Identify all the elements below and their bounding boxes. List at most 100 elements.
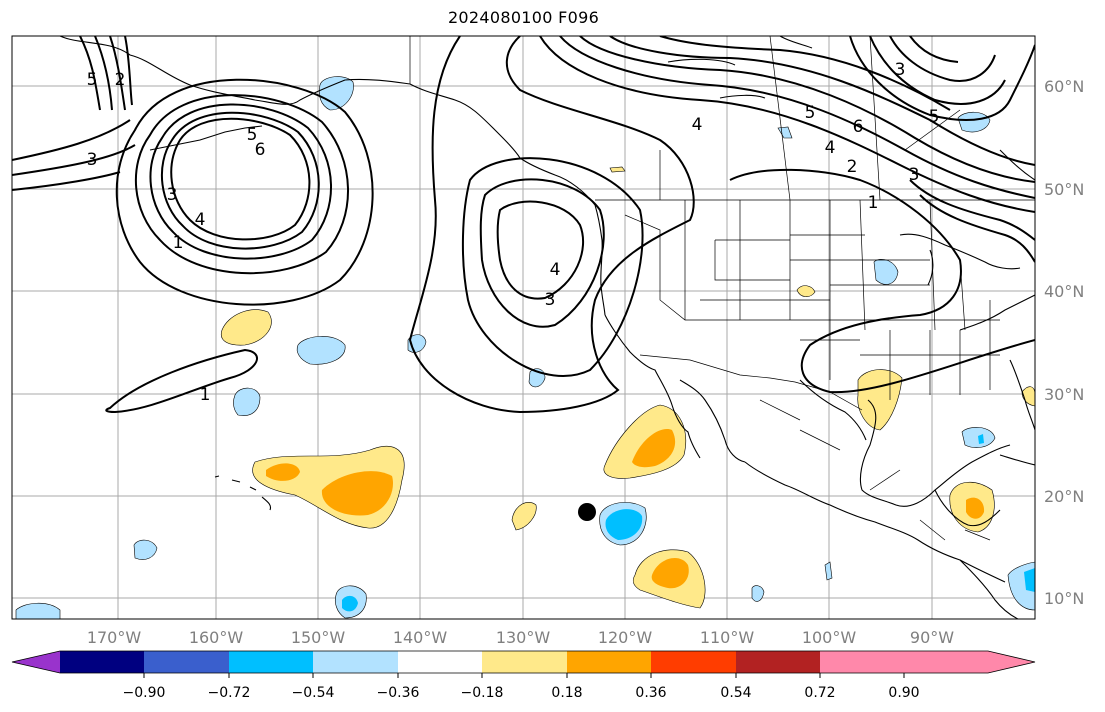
lon-label-110: 110°W <box>700 628 755 647</box>
contour-label: 2 <box>847 157 858 177</box>
anomaly-patch <box>966 497 985 519</box>
anomaly-patch <box>1021 386 1035 407</box>
border-canada-provinces <box>659 36 961 201</box>
contour-label: 3 <box>87 150 98 170</box>
contour-line <box>609 36 1035 166</box>
contour-label: 2 <box>115 70 126 90</box>
contour-line <box>889 36 996 82</box>
contour-label: 4 <box>825 138 836 158</box>
lon-label-170: 170°W <box>87 628 142 647</box>
contour-label: 5 <box>805 103 816 123</box>
contour-line <box>919 194 1035 263</box>
contour-line <box>134 94 349 275</box>
colorbar: −0.90 −0.72 −0.54 −0.36 −0.18 0.18 0.36 … <box>11 650 1036 701</box>
anomaly-patch <box>233 387 261 416</box>
colorbar-labels: −0.90 −0.72 −0.54 −0.36 −0.18 0.18 0.36 … <box>123 685 920 701</box>
anomaly-patch <box>957 111 991 133</box>
canada-coast-ne <box>999 149 1035 181</box>
anomaly-patch <box>319 76 354 111</box>
contour-line <box>729 168 1035 394</box>
contour-label: 3 <box>545 290 556 310</box>
contour-line <box>160 111 320 250</box>
colorbar-segment <box>736 651 820 673</box>
colorbar-segment <box>651 651 736 673</box>
colorbar-label: −0.54 <box>292 685 335 701</box>
anomaly-patch <box>266 463 300 481</box>
colorbar-label: −0.72 <box>208 685 251 701</box>
colorbar-label: −0.18 <box>461 685 504 701</box>
coastline-gulf <box>859 399 1011 507</box>
colorbar-segment <box>229 651 313 673</box>
lon-label-150: 150°W <box>291 628 346 647</box>
contour-label: 3 <box>909 165 920 185</box>
contour-line <box>105 348 258 414</box>
contour-line <box>869 36 1006 105</box>
colorbar-segment <box>144 651 229 673</box>
canada-lake <box>667 58 736 66</box>
contour-line <box>149 103 332 260</box>
colorbar-label: −0.36 <box>377 685 420 701</box>
coastline-aleutians <box>149 125 263 151</box>
anomaly-patch <box>511 501 537 531</box>
land-outlines <box>59 36 1035 619</box>
contour-label: 5 <box>87 70 98 90</box>
coastline-central-america <box>959 559 1019 619</box>
map-title: 2024080100 F096 <box>447 8 600 27</box>
storm-position-marker <box>578 503 596 521</box>
colorbar-label: 0.90 <box>888 685 919 701</box>
anomaly-patch <box>133 539 158 560</box>
lon-label-140: 140°W <box>393 628 448 647</box>
colorbar-segment <box>398 651 482 673</box>
border-mexico-states <box>759 399 991 541</box>
lat-label-20: 20°N <box>1044 487 1084 506</box>
contour-line <box>559 36 1035 199</box>
colorbar-label: 0.72 <box>804 685 835 701</box>
contour-line <box>496 200 585 300</box>
lat-label-60: 60°N <box>1044 77 1084 96</box>
colorbar-extend-low <box>12 651 60 673</box>
contour-line <box>170 117 311 241</box>
hawaii-islands <box>214 475 272 511</box>
coastline-alaska <box>59 36 411 105</box>
colorbar-label: 0.18 <box>551 685 582 701</box>
coastline-cuba <box>999 454 1035 466</box>
coastline-florida <box>1009 359 1035 431</box>
contour-line <box>909 36 959 63</box>
anomaly-patch <box>296 336 346 365</box>
great-lakes <box>899 233 1021 270</box>
anomaly-patch <box>15 602 61 619</box>
anomaly-patch <box>1024 568 1035 592</box>
contour-line <box>79 36 133 111</box>
contour-label: 1 <box>868 193 879 213</box>
contour-label: 3 <box>895 60 906 80</box>
coastline-baja-east <box>679 379 746 463</box>
colorbar-segment <box>482 651 567 673</box>
contour-label: 1 <box>200 385 211 405</box>
contour-line <box>909 179 1035 241</box>
anomaly-patch <box>873 259 899 285</box>
contour-line <box>461 157 644 377</box>
colorbar-ticks <box>143 673 905 678</box>
contour-label: 1 <box>173 233 184 253</box>
anomaly-patch <box>342 595 358 612</box>
contour-label: 6 <box>255 140 266 160</box>
contour-line <box>579 36 1035 183</box>
lat-label-30: 30°N <box>1044 385 1084 404</box>
colorbar-segment <box>567 651 651 673</box>
contour-line <box>12 119 136 176</box>
contour-labels: 5 2 3 5 6 3 4 1 1 4 3 4 6 5 4 2 3 1 3 5 <box>87 60 940 405</box>
hudson-bay <box>779 36 813 49</box>
lat-label-40: 40°N <box>1044 282 1084 301</box>
anomaly-patch <box>751 585 765 602</box>
contour-label: 4 <box>195 210 206 230</box>
anomaly-patch <box>632 429 676 468</box>
lon-label-100: 100°W <box>802 628 857 647</box>
anomaly-patch <box>978 434 984 444</box>
colorbar-segment <box>820 651 904 673</box>
coastline-texas <box>799 379 867 441</box>
latitude-labels: 60°N 50°N 40°N 30°N 20°N 10°N <box>1044 77 1084 608</box>
colorbar-extend-high <box>904 651 1035 673</box>
contour-line <box>115 78 374 306</box>
border-states <box>624 199 1000 400</box>
